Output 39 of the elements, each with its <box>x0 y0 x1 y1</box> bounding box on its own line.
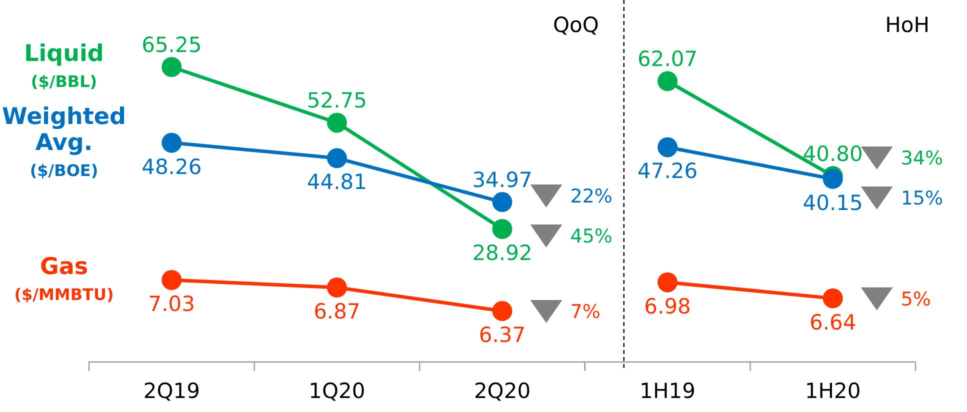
point <box>658 137 678 158</box>
data-label: 34.97 <box>472 168 532 192</box>
data-label: 6.37 <box>478 323 526 347</box>
data-label: 48.26 <box>142 154 202 179</box>
chart-title: QoQ <box>552 13 599 37</box>
x-tick-label: 1Q20 <box>308 379 366 403</box>
annotation: 7% <box>570 301 600 323</box>
point <box>162 132 182 153</box>
annotation: 34% <box>900 147 944 170</box>
text: Liquid ($/BBL) <box>24 41 104 91</box>
text: 15% <box>900 187 944 210</box>
point <box>658 71 678 92</box>
x-tick-label: 1H20 <box>804 379 861 403</box>
chart-title: HoH <box>885 13 930 37</box>
data-label: 40.80 <box>802 142 863 166</box>
data-label: 47.26 <box>637 159 698 184</box>
annotation: 22% <box>570 186 612 208</box>
point <box>492 192 512 212</box>
point <box>162 57 182 77</box>
point <box>326 148 347 168</box>
data-label: 40.15 <box>802 190 863 215</box>
data-label: 6.98 <box>644 294 691 318</box>
point <box>326 112 347 133</box>
x-tick-label: 1H19 <box>640 379 696 403</box>
annotation: 5% <box>900 288 932 310</box>
series-label: Weighted Avg. ($/BOE) <box>2 104 126 180</box>
x-tick-label: 2Q19 <box>143 379 200 403</box>
data-label: 7.03 <box>148 292 196 316</box>
data-label: 62.07 <box>637 47 698 72</box>
data-label: 52.75 <box>306 88 368 113</box>
text: Gas ($/MMBTU) <box>14 254 114 304</box>
data-label: 6.87 <box>314 300 360 324</box>
data-label: 44.81 <box>306 170 368 194</box>
data-label: 6.64 <box>809 310 856 334</box>
x-tick-label: 2Q20 <box>474 379 531 403</box>
annotation: 45% <box>570 226 612 248</box>
point <box>492 219 512 239</box>
data-label: 28.92 <box>472 241 532 265</box>
data-label: 65.25 <box>142 33 202 57</box>
